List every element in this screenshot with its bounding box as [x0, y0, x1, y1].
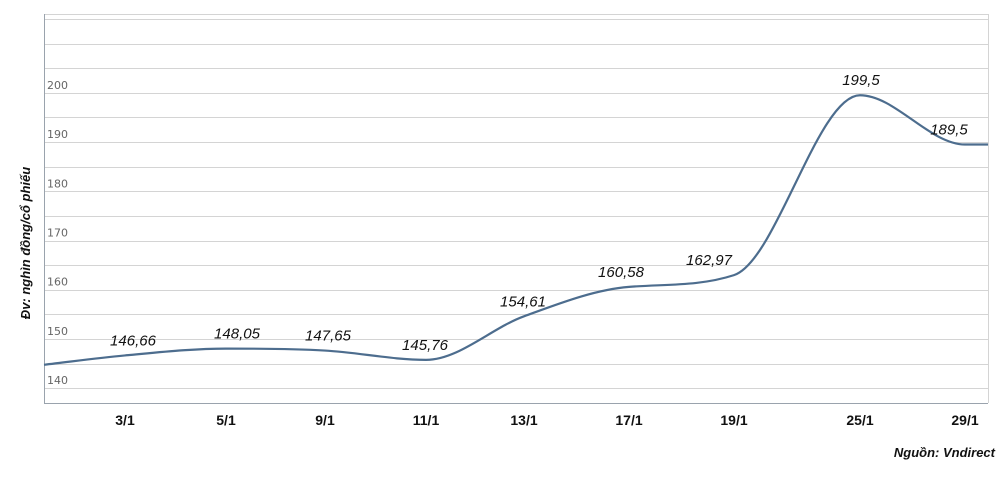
grid-lines [44, 14, 989, 403]
data-label: 147,65 [305, 328, 352, 345]
data-labels: 146,66 148,05 147,65 145,76 154,61 160,58 162,… [110, 72, 968, 354]
source-note: Nguồn: Vndirect [894, 445, 996, 460]
x-tick-label: 19/1 [720, 412, 747, 428]
data-label: 189,5 [930, 121, 968, 138]
data-label: 199,5 [842, 72, 880, 89]
y-axis-label: Đv: nghìn đồng/cổ phiếu [18, 167, 33, 319]
data-label: 148,05 [214, 326, 261, 343]
x-tick-label: 9/1 [315, 412, 335, 428]
x-tick-label: 5/1 [216, 412, 236, 428]
y-tick-label: 200 [47, 79, 68, 92]
data-label: 162,97 [686, 252, 733, 269]
data-label: 154,61 [500, 293, 546, 310]
x-tick-label: 11/1 [413, 412, 440, 428]
x-tick-label: 3/1 [115, 412, 135, 428]
price-series-line [43, 94, 988, 366]
x-tick-label: 25/1 [846, 412, 873, 428]
y-tick-label: 160 [47, 276, 68, 289]
data-label: 146,66 [110, 332, 157, 349]
data-label: 145,76 [402, 337, 449, 354]
y-tick-label: 170 [47, 227, 68, 240]
y-tick-label: 180 [47, 177, 68, 190]
x-tick-label: 13/1 [510, 412, 537, 428]
y-tick-labels: 140 150 160 170 180 190 200 [47, 79, 68, 387]
y-tick-label: 150 [47, 325, 68, 338]
y-tick-label: 140 [47, 374, 68, 387]
data-label: 160,58 [598, 264, 645, 281]
x-tick-labels: 3/1 5/1 9/1 11/1 13/1 17/1 19/1 25/1 29/1 [115, 412, 979, 428]
y-tick-label: 190 [47, 128, 68, 141]
x-tick-label: 29/1 [951, 412, 978, 428]
x-tick-label: 17/1 [615, 412, 642, 428]
